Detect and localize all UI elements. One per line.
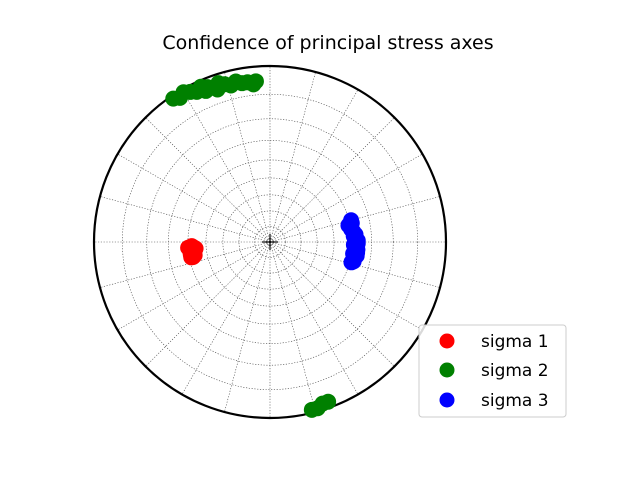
legend-label-sigma-2: sigma 2 [481,361,549,381]
trend-gridline [269,89,359,243]
trend-gridline [224,71,271,243]
center-cross [262,234,278,250]
trend-gridline [181,241,271,395]
data-points [165,73,366,418]
trend-gridline [145,241,271,367]
plunge-gridline [205,177,335,307]
trend-gridline [269,117,395,243]
trend-gridline [99,241,271,288]
chart-title: Confidence of principal stress axes [162,32,493,54]
point-sigma-1 [180,239,197,256]
legend: sigma 1 sigma 2 sigma 3 [418,324,567,418]
point-sigma-3 [345,245,362,262]
trend-gridline [224,241,271,413]
trend-gridline [99,196,271,243]
plunge-gridline [222,194,318,290]
point-sigma-2 [247,73,264,90]
point-sigma-2 [197,82,214,99]
trend-gridline [181,89,271,243]
legend-marker-sigma-1 [439,333,455,349]
point-sigma-2 [209,81,226,98]
plunge-gridline [122,94,418,390]
trend-gridline [117,153,271,243]
trend-gridline [269,241,316,413]
legend-marker-sigma-2 [439,362,455,378]
point-sigma-2 [303,401,320,418]
legend-frame [418,324,567,418]
trend-gridline [269,241,359,395]
legend-label-sigma-3: sigma 3 [481,391,549,411]
primitive-circle [92,64,448,420]
trend-gridline [269,153,423,243]
plunge-gridline [254,226,286,258]
trend-gridline [145,117,271,243]
legend-label-sigma-1: sigma 1 [481,332,549,352]
trend-gridline [269,241,395,367]
trend-gridline [117,241,271,331]
trend-gridline [269,241,423,331]
trend-gridline [269,71,316,243]
legend-marker-sigma-3 [439,392,455,408]
